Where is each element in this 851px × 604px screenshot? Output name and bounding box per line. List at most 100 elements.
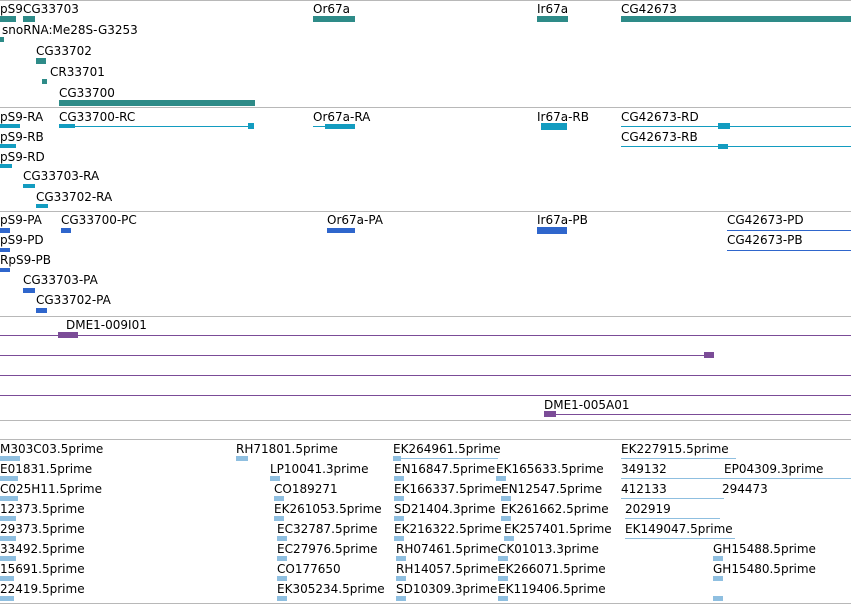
protein-label[interactable]: Ir67a-PB [537, 213, 588, 227]
est-label[interactable]: E01831.5prime [0, 462, 93, 476]
est-span[interactable] [621, 478, 724, 479]
est-feature[interactable] [0, 456, 20, 461]
gene-label[interactable]: CR33701 [50, 65, 105, 79]
protein-feature[interactable] [23, 288, 35, 293]
protein-label[interactable]: pS9-PD [0, 233, 44, 247]
est-label[interactable]: C025H11.5prime [0, 482, 102, 496]
protein-feature[interactable] [327, 228, 355, 233]
est-label[interactable]: EK266071.5prime [498, 562, 606, 576]
protein-label[interactable]: pS9-PA [0, 213, 42, 227]
est-feature[interactable] [0, 596, 14, 601]
gene-feature[interactable] [59, 100, 255, 106]
est-feature[interactable] [274, 496, 284, 501]
protein-feature[interactable] [36, 308, 47, 313]
protein-label[interactable]: CG33702-PA [36, 293, 111, 307]
transcript-label[interactable]: pS9-RD [0, 150, 45, 164]
est-span[interactable] [621, 498, 724, 499]
gene-feature[interactable] [36, 58, 46, 64]
transcript-feature[interactable] [718, 123, 730, 129]
est-label[interactable]: EN12547.5prime [501, 482, 603, 496]
est-label[interactable]: 22419.5prime [0, 582, 85, 596]
clone-end[interactable] [58, 332, 78, 338]
est-label[interactable]: RH71801.5prime [236, 442, 338, 456]
clone-label[interactable]: DME1-009I01 [66, 318, 147, 332]
transcript-feature[interactable] [248, 123, 254, 129]
est-label[interactable]: EP04309.3prime [724, 462, 824, 476]
est-feature[interactable] [396, 596, 406, 601]
gene-feature[interactable] [0, 37, 4, 42]
transcript-label[interactable]: CG42673-RB [621, 130, 698, 144]
est-feature[interactable] [277, 556, 287, 561]
transcript-feature[interactable] [718, 144, 728, 149]
est-label[interactable]: GH15488.5prime [713, 542, 816, 556]
est-span[interactable] [625, 538, 735, 539]
protein-feature[interactable] [0, 228, 10, 233]
protein-feature[interactable] [0, 268, 10, 272]
est-feature[interactable] [713, 596, 723, 601]
est-feature[interactable] [277, 596, 287, 601]
est-feature[interactable] [0, 576, 14, 581]
protein-feature[interactable] [537, 227, 567, 234]
est-feature[interactable] [501, 496, 511, 501]
est-feature[interactable] [394, 516, 404, 521]
clone-label[interactable]: DME1-005A01 [544, 398, 630, 412]
est-span[interactable] [621, 458, 736, 459]
clone-span[interactable] [0, 355, 714, 356]
est-label[interactable]: EK264961.5prime [393, 442, 501, 456]
protein-label[interactable]: CG42673-PB [727, 233, 803, 247]
est-feature[interactable] [713, 576, 723, 581]
est-label[interactable]: EK257401.5prime [504, 522, 612, 536]
transcript-label[interactable]: CG42673-RD [621, 110, 699, 124]
gene-label[interactable]: CG42673 [621, 2, 677, 16]
est-span[interactable] [393, 458, 498, 459]
clone-end[interactable] [544, 411, 556, 417]
est-label[interactable]: EK216322.5prime [394, 522, 502, 536]
transcript-feature[interactable] [0, 124, 20, 128]
est-feature[interactable] [713, 556, 723, 561]
clone-span[interactable] [0, 395, 851, 396]
transcript-feature[interactable] [23, 184, 35, 188]
est-span[interactable] [625, 518, 720, 519]
est-label[interactable]: EK166337.5prime [394, 482, 502, 496]
est-feature[interactable] [504, 536, 514, 541]
est-feature[interactable] [393, 456, 401, 461]
est-label[interactable]: SD10309.3prime [396, 582, 498, 596]
est-label[interactable]: RH07461.5prime [396, 542, 498, 556]
est-feature[interactable] [394, 536, 404, 541]
gene-label[interactable]: Or67a [313, 2, 351, 16]
est-feature[interactable] [501, 516, 511, 521]
gene-label[interactable]: pS9 [0, 2, 23, 16]
est-feature[interactable] [498, 556, 508, 561]
est-label[interactable]: 12373.5prime [0, 502, 85, 516]
est-label[interactable]: LP10041.3prime [270, 462, 369, 476]
est-feature[interactable] [0, 516, 16, 521]
est-label[interactable]: EC32787.5prime [277, 522, 378, 536]
transcript-label[interactable]: pS9-RA [0, 110, 44, 124]
est-feature[interactable] [0, 536, 16, 541]
transcript-label[interactable]: CG33702-RA [36, 190, 113, 204]
protein-label[interactable]: CG42673-PD [727, 213, 804, 227]
transcript-feature[interactable] [0, 144, 16, 148]
protein-label[interactable]: CG33703-PA [23, 273, 98, 287]
est-feature[interactable] [274, 516, 284, 521]
gene-feature[interactable] [42, 79, 47, 84]
est-label[interactable]: 29373.5prime [0, 522, 85, 536]
clone-span[interactable] [0, 375, 851, 376]
est-label[interactable]: 294473 [722, 482, 768, 496]
est-feature[interactable] [0, 496, 18, 501]
est-feature[interactable] [270, 476, 280, 481]
est-label[interactable]: EC27976.5prime [277, 542, 378, 556]
protein-label[interactable]: Or67a-PA [327, 213, 384, 227]
est-label[interactable]: EK119406.5prime [498, 582, 606, 596]
est-label[interactable]: CO189271 [274, 482, 338, 496]
gene-label[interactable]: CG33702 [36, 44, 92, 58]
est-label[interactable]: 15691.5prime [0, 562, 85, 576]
est-span[interactable] [724, 478, 851, 479]
est-feature[interactable] [396, 556, 406, 561]
est-feature[interactable] [394, 476, 404, 481]
est-feature[interactable] [394, 496, 404, 501]
gene-feature[interactable] [537, 16, 568, 22]
est-label[interactable]: EK261662.5prime [501, 502, 609, 516]
transcript-feature[interactable] [36, 204, 48, 208]
clone-span[interactable] [544, 414, 851, 415]
